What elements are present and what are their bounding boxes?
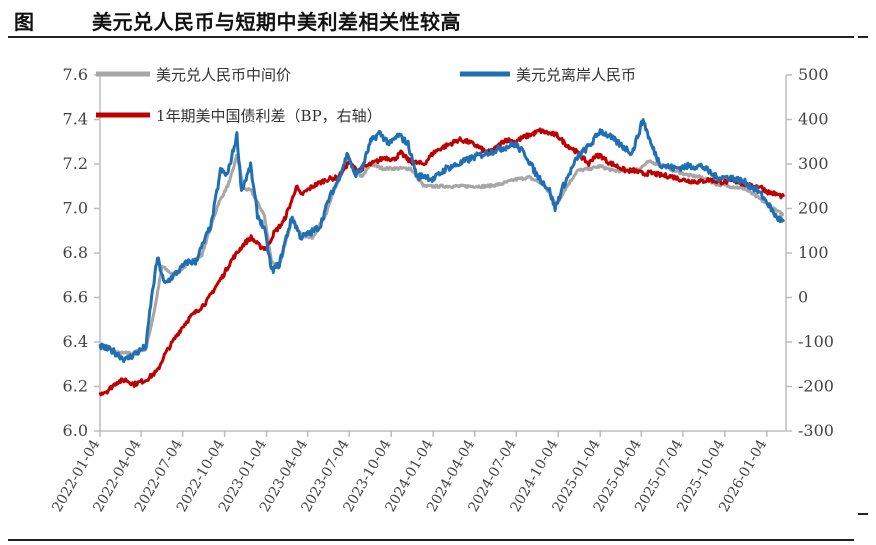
- right-y-tick-label: -300: [798, 421, 834, 440]
- series-layer: [98, 118, 786, 397]
- right-y-tick-label: 200: [798, 199, 829, 218]
- legend-label-fixing: 美元兑人民币中间价: [156, 66, 291, 84]
- bottom-rule: [8, 539, 854, 541]
- right-y-tick-label: 500: [798, 65, 829, 84]
- series-line-fixing: [98, 153, 785, 356]
- left-y-tick-label: 7.0: [63, 199, 88, 218]
- bottom-rule-tick: [858, 513, 868, 515]
- series-line-offshore: [98, 118, 786, 364]
- legend-label-spread: 1年期美中国债利差（BP，右轴）: [156, 107, 382, 125]
- right-y-tick-label: 100: [798, 243, 829, 262]
- figure-title: 美元兑人民币与短期中美利差相关性较高: [92, 10, 461, 34]
- legend-label-offshore: 美元兑离岸人民币: [516, 66, 636, 84]
- right-y-tick-label: 0: [798, 288, 808, 307]
- left-y-tick-label: 6.8: [63, 243, 88, 262]
- right-y-tick-label: 300: [798, 154, 829, 173]
- left-y-tick-label: 7.6: [63, 65, 88, 84]
- top-rule-tick: [858, 36, 868, 38]
- left-y-tick-label: 6.4: [63, 332, 88, 351]
- left-y-tick-label: 6.6: [63, 288, 88, 307]
- series-line-spread: [98, 127, 786, 397]
- axes-layer: 6.0 6.2 6.4 6.6 6.8 7.0 7.2 7.4 7.6 -300 -200 -100 0…: [49, 65, 834, 515]
- right-y-tick-label: 400: [798, 110, 829, 129]
- top-rule: [8, 36, 854, 38]
- left-y-tick-label: 7.4: [63, 110, 88, 129]
- right-y-tick-label: -100: [798, 332, 834, 351]
- right-y-tick-label: -200: [798, 377, 834, 396]
- legend: 美元兑人民币中间价 美元兑离岸人民币 1年期美中国债利差（BP，右轴）: [96, 66, 636, 125]
- left-y-tick-label: 6.2: [63, 377, 88, 396]
- figure-label: 图: [14, 10, 34, 34]
- left-y-tick-label: 6.0: [63, 421, 88, 440]
- figure-header: 图 美元兑人民币与短期中美利差相关性较高: [8, 4, 864, 36]
- left-y-tick-label: 7.2: [63, 154, 88, 173]
